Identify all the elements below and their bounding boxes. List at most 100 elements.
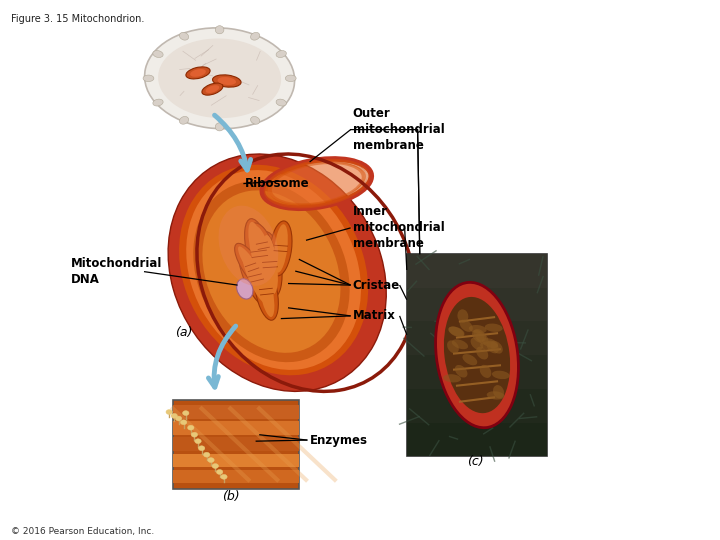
Ellipse shape xyxy=(251,117,260,124)
Ellipse shape xyxy=(248,222,270,286)
Ellipse shape xyxy=(447,340,459,353)
FancyBboxPatch shape xyxy=(173,400,299,489)
Ellipse shape xyxy=(238,246,266,288)
Ellipse shape xyxy=(436,282,518,428)
FancyBboxPatch shape xyxy=(173,437,299,451)
Ellipse shape xyxy=(274,224,288,273)
Ellipse shape xyxy=(254,263,279,320)
Text: (a): (a) xyxy=(175,326,192,339)
Ellipse shape xyxy=(215,26,224,34)
Ellipse shape xyxy=(490,341,503,354)
Circle shape xyxy=(194,438,202,444)
Ellipse shape xyxy=(493,385,504,399)
Ellipse shape xyxy=(269,221,292,276)
Text: Inner
mitochondrial
membrane: Inner mitochondrial membrane xyxy=(353,205,444,251)
Ellipse shape xyxy=(153,99,163,106)
Ellipse shape xyxy=(258,266,274,317)
Ellipse shape xyxy=(143,75,154,82)
Ellipse shape xyxy=(285,75,296,82)
Ellipse shape xyxy=(193,181,350,362)
Ellipse shape xyxy=(186,170,361,370)
Ellipse shape xyxy=(245,219,274,289)
Text: © 2016 Pearson Education, Inc.: © 2016 Pearson Education, Inc. xyxy=(11,526,154,536)
Text: Enzymes: Enzymes xyxy=(310,434,368,447)
Ellipse shape xyxy=(262,235,278,294)
FancyBboxPatch shape xyxy=(407,422,547,456)
FancyBboxPatch shape xyxy=(173,470,299,483)
Text: Cristae: Cristae xyxy=(353,279,400,292)
Circle shape xyxy=(171,414,178,418)
Circle shape xyxy=(199,446,205,450)
Ellipse shape xyxy=(449,327,464,336)
FancyBboxPatch shape xyxy=(407,254,547,287)
Ellipse shape xyxy=(471,338,483,350)
Ellipse shape xyxy=(202,83,223,95)
Ellipse shape xyxy=(239,249,272,307)
Circle shape xyxy=(212,463,219,468)
FancyBboxPatch shape xyxy=(407,287,547,321)
Ellipse shape xyxy=(476,332,488,345)
Ellipse shape xyxy=(476,347,488,360)
Ellipse shape xyxy=(444,297,510,413)
Circle shape xyxy=(166,409,173,415)
Ellipse shape xyxy=(179,117,189,124)
Ellipse shape xyxy=(449,327,464,337)
Text: Figure 3. 15 Mitochondrion.: Figure 3. 15 Mitochondrion. xyxy=(11,14,144,24)
Ellipse shape xyxy=(158,38,281,118)
Ellipse shape xyxy=(145,28,294,129)
Ellipse shape xyxy=(219,206,278,286)
FancyBboxPatch shape xyxy=(173,405,299,418)
Circle shape xyxy=(187,426,194,430)
FancyBboxPatch shape xyxy=(407,321,547,355)
Text: Mitochondrial
DNA: Mitochondrial DNA xyxy=(71,257,162,286)
Ellipse shape xyxy=(276,51,287,57)
Text: (b): (b) xyxy=(222,490,239,503)
Ellipse shape xyxy=(492,370,510,379)
Ellipse shape xyxy=(487,392,505,400)
Ellipse shape xyxy=(190,69,206,77)
Ellipse shape xyxy=(251,32,260,40)
Circle shape xyxy=(176,416,181,421)
Circle shape xyxy=(220,475,228,480)
Ellipse shape xyxy=(186,67,210,79)
Circle shape xyxy=(203,453,210,457)
Ellipse shape xyxy=(455,365,467,377)
FancyBboxPatch shape xyxy=(173,421,299,435)
Ellipse shape xyxy=(459,320,473,332)
Text: Outer
mitochondrial
membrane: Outer mitochondrial membrane xyxy=(353,107,444,152)
FancyBboxPatch shape xyxy=(173,454,299,467)
Ellipse shape xyxy=(235,244,269,291)
Ellipse shape xyxy=(215,123,224,131)
Ellipse shape xyxy=(258,232,282,298)
Ellipse shape xyxy=(480,341,498,349)
Ellipse shape xyxy=(485,323,503,332)
Ellipse shape xyxy=(250,223,276,268)
Ellipse shape xyxy=(457,309,468,323)
Ellipse shape xyxy=(482,338,498,348)
Ellipse shape xyxy=(217,77,236,85)
Ellipse shape xyxy=(179,32,189,40)
Circle shape xyxy=(216,469,223,474)
Ellipse shape xyxy=(276,99,287,106)
Ellipse shape xyxy=(462,354,477,365)
Ellipse shape xyxy=(444,374,461,382)
Circle shape xyxy=(183,410,189,416)
Ellipse shape xyxy=(168,154,387,392)
FancyBboxPatch shape xyxy=(407,254,547,456)
Ellipse shape xyxy=(487,341,499,353)
FancyBboxPatch shape xyxy=(407,389,547,422)
Ellipse shape xyxy=(243,252,269,304)
Ellipse shape xyxy=(202,191,341,353)
Circle shape xyxy=(180,420,187,424)
Ellipse shape xyxy=(206,85,219,93)
Ellipse shape xyxy=(237,279,253,299)
Text: (c): (c) xyxy=(467,455,484,468)
Ellipse shape xyxy=(480,365,491,378)
Text: Ribosome: Ribosome xyxy=(245,177,310,190)
Ellipse shape xyxy=(254,226,271,265)
Ellipse shape xyxy=(474,329,486,342)
FancyBboxPatch shape xyxy=(407,355,547,389)
Ellipse shape xyxy=(472,330,485,342)
Ellipse shape xyxy=(212,75,241,87)
Ellipse shape xyxy=(153,51,163,57)
